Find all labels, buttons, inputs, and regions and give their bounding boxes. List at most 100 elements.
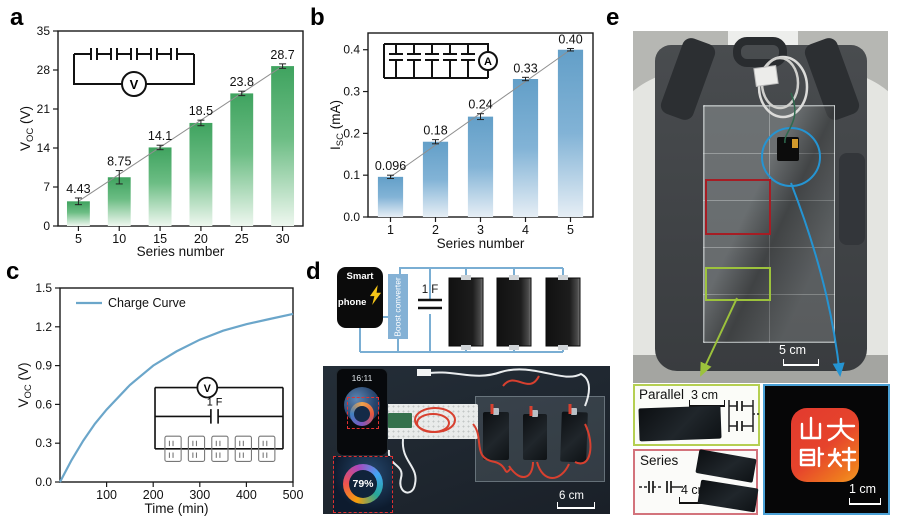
svg-text:14: 14 [37,141,51,155]
svg-text:0.2: 0.2 [343,126,360,140]
svg-text:1.2: 1.2 [35,320,52,334]
svg-text:Time (min): Time (min) [145,501,209,516]
side-pocket [839,153,865,245]
svg-text:ISC (mA): ISC (mA) [328,100,346,150]
isc-bar-chart: 0.0 0.1 0.2 0.3 0.4 Series number ISC (mA) 1 2 3 4… [328,32,594,251]
green-wire [784,92,796,144]
svg-text:1: 1 [387,223,394,237]
panel-label-d: d [306,258,321,285]
svg-text:500: 500 [283,488,304,502]
smartphone-label: Smart phone [337,271,374,308]
panel-label-b: b [310,4,325,31]
app-icon [791,408,859,482]
parallel-circuit-inset: A [383,43,498,79]
teng-fabric-2 [523,414,547,460]
voltmeter-icon [121,71,147,97]
zoom-region-outline [347,397,379,429]
scalebar [783,359,819,366]
voc-bar-chart: 0 7 14 21 28 35 Series number VOC (V) 5 10 15 20 25 3… [18,24,304,259]
capacitor-symbol [418,298,442,310]
svg-text:5: 5 [567,223,574,237]
voltmeter-label: V [130,77,139,92]
panel-label-c: c [6,258,20,285]
panel-label-a: a [10,4,24,31]
voltmeter-icon [196,376,219,399]
svg-text:0.096: 0.096 [375,159,406,173]
teng-fabric-1 [483,412,509,460]
svg-text:0: 0 [43,219,50,233]
svg-text:14.1: 14.1 [148,129,172,143]
backpack-handle [733,37,787,67]
svg-text:0.6: 0.6 [35,397,52,411]
svg-text:25: 25 [235,232,249,246]
clip [493,408,499,415]
annotations-overlay [700,55,845,377]
svg-text:0.33: 0.33 [513,61,537,75]
wires-overlay [356,368,592,494]
ammeter-label: A [484,56,492,68]
svg-text:0.18: 0.18 [423,124,447,138]
scalebar [849,498,881,505]
series-circuit-inset: V [73,48,195,97]
clip [571,408,577,415]
svg-text:100: 100 [96,488,117,502]
parallel-inset: Parallel 3 cm [633,384,760,446]
backpack-photo: 5 cm [633,31,888,383]
series-fabric-1 [695,449,757,483]
voltmeter-label: V [204,383,212,395]
panel-label-e: e [606,4,620,31]
phone: 16:11 [336,368,388,456]
parallel-symbol [728,400,759,432]
svg-text:30: 30 [276,232,290,246]
svg-text:0.0: 0.0 [343,210,360,224]
svg-text:VOC (V): VOC (V) [18,362,34,407]
smartphone-box: Smart phone [337,267,383,328]
blue-callout-arrow [790,182,845,377]
svg-text:20: 20 [194,232,208,246]
series-fabric-2 [697,479,759,513]
svg-text:0.9: 0.9 [35,359,52,373]
series-label: Series [640,453,679,468]
svg-text:0.0: 0.0 [35,475,52,489]
battery-zoom-inset: 79% [333,456,393,513]
svg-text:0.40: 0.40 [558,32,582,46]
scalebar-label: 3 cm [691,388,719,402]
parallel-region-outline [705,267,771,301]
series-region-outline [705,179,771,235]
svg-text:21: 21 [37,102,51,116]
svg-text:10: 10 [112,232,126,246]
lightning-icon [370,284,382,305]
svg-text:35: 35 [37,24,51,38]
svg-text:8.75: 8.75 [107,155,131,169]
svg-text:18.5: 18.5 [189,104,213,118]
ammeter-icon [478,51,498,71]
capacitance-label: 1 F [421,284,439,296]
svg-text:0.4: 0.4 [343,43,360,57]
chip-highlight-circle [761,127,821,187]
svg-text:15: 15 [153,232,167,246]
svg-text:200: 200 [143,488,164,502]
teng-module-symbols [164,435,276,462]
svg-text:23.8: 23.8 [230,75,254,89]
capacitance-label: 1 F [207,397,223,409]
svg-text:2: 2 [432,223,439,237]
svg-text:4.43: 4.43 [66,182,90,196]
svg-text:5: 5 [75,232,82,246]
svg-text:3: 3 [477,223,484,237]
green-callout-arrow [700,297,738,377]
scalebar-label: 6 cm [559,490,584,502]
parallel-fabric [638,405,722,442]
charging-circuit-diagram: Smart phone Boost converter 1 F [320,262,612,364]
svg-text:4: 4 [522,223,529,237]
svg-text:1.5: 1.5 [35,281,52,295]
boost-converter-box: Boost converter [388,274,408,339]
series-inset: Series 4 cm [633,449,759,515]
boost-converter-label: Boost converter [392,276,403,337]
charging-demo-photo: 16:11 79% 6 cm [323,366,610,514]
charge-curve-chart: 0.0 0.3 0.6 0.9 1.2 1.5 Time (min) VOC (V) 100 20… [18,281,304,516]
svg-text:0.3: 0.3 [343,85,360,99]
circuit-wiring [359,267,581,353]
logo-inset: 1 cm [763,384,890,515]
capacitor-bank-inset: V 1 F [154,376,284,462]
